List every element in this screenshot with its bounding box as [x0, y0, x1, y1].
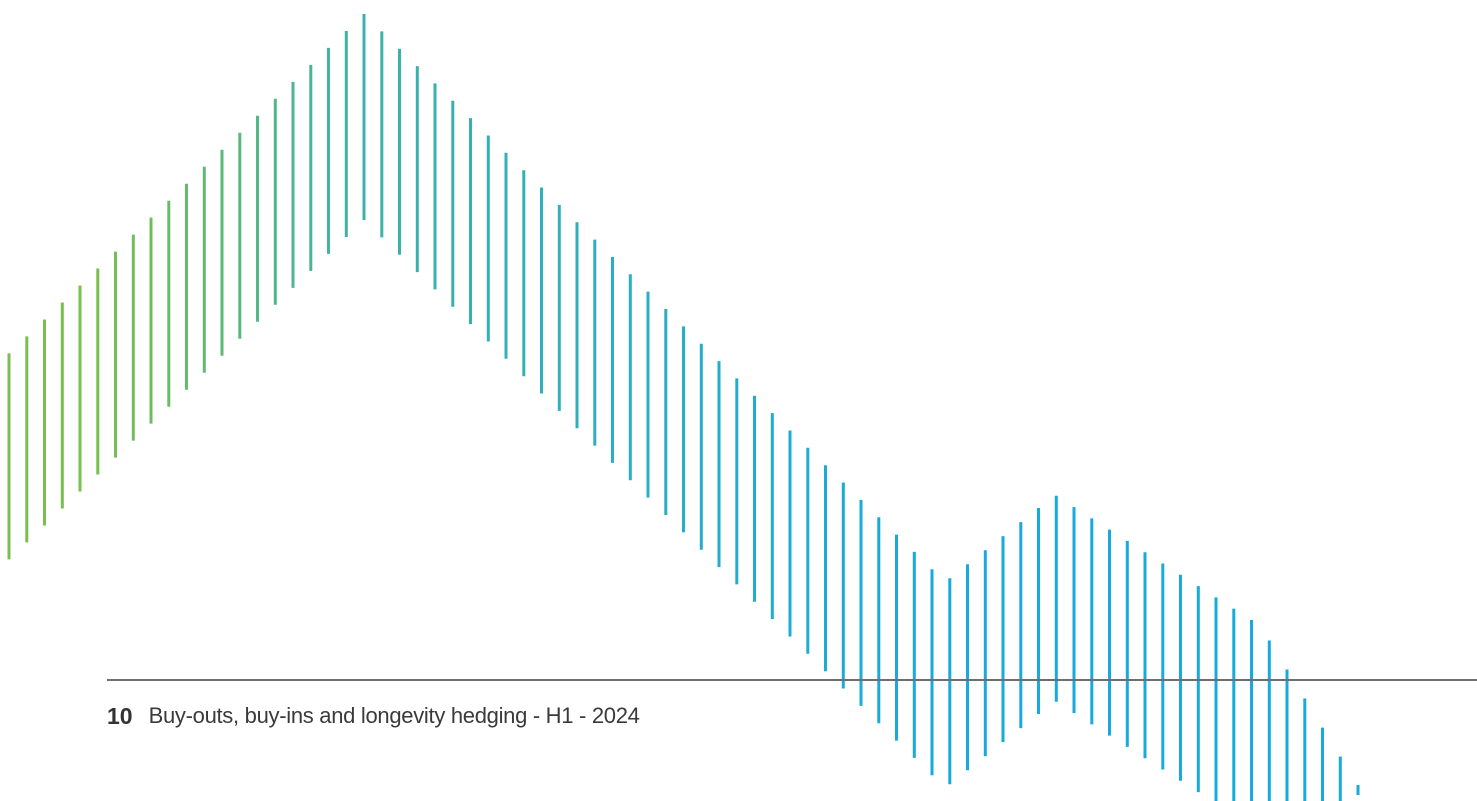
page-footer: 10 Buy-outs, buy-ins and longevity hedgi… [107, 698, 640, 734]
page-number: 10 [107, 702, 133, 729]
footer-divider [107, 679, 1477, 681]
document-title: Buy-outs, buy-ins and longevity hedging … [148, 703, 640, 728]
